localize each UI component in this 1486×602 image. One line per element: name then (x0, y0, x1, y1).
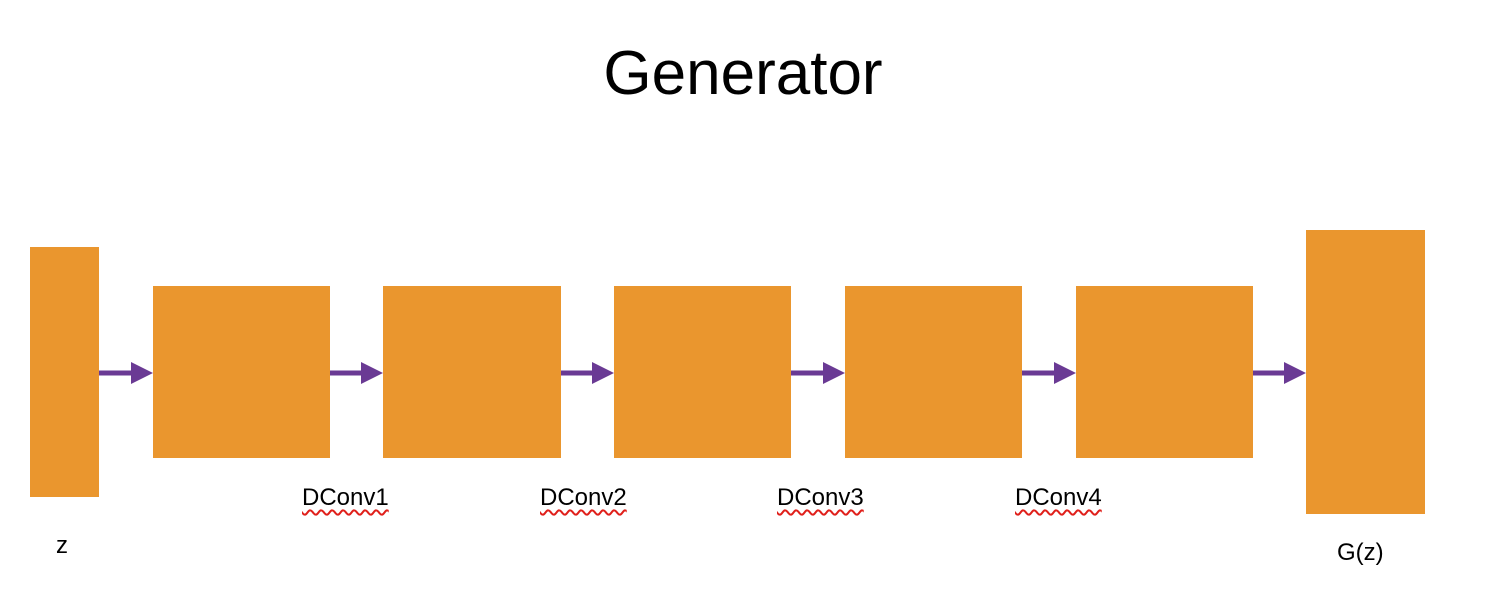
diagram-title: Generator (603, 39, 883, 108)
arrow-head-1 (131, 362, 153, 384)
gz-label: G(z) (1337, 539, 1384, 566)
dconv4-block-2 (1076, 286, 1253, 458)
dconv1-block (153, 286, 330, 458)
dconv1-label: DConv1 (302, 484, 389, 511)
arrow-head-2 (361, 362, 383, 384)
dconv4-label: DConv4 (1015, 484, 1102, 511)
z-label: z (56, 532, 68, 559)
dconv2-block (383, 286, 561, 458)
gz-block (1306, 230, 1425, 514)
dconv4-block (845, 286, 1022, 458)
dconv3-label: DConv3 (777, 484, 864, 511)
arrow-head-4 (823, 362, 845, 384)
z-block (30, 247, 99, 497)
arrow-head-3 (592, 362, 614, 384)
dconv3-block (614, 286, 791, 458)
dconv2-label: DConv2 (540, 484, 627, 511)
arrow-head-5 (1054, 362, 1076, 384)
arrow-head-6 (1284, 362, 1306, 384)
